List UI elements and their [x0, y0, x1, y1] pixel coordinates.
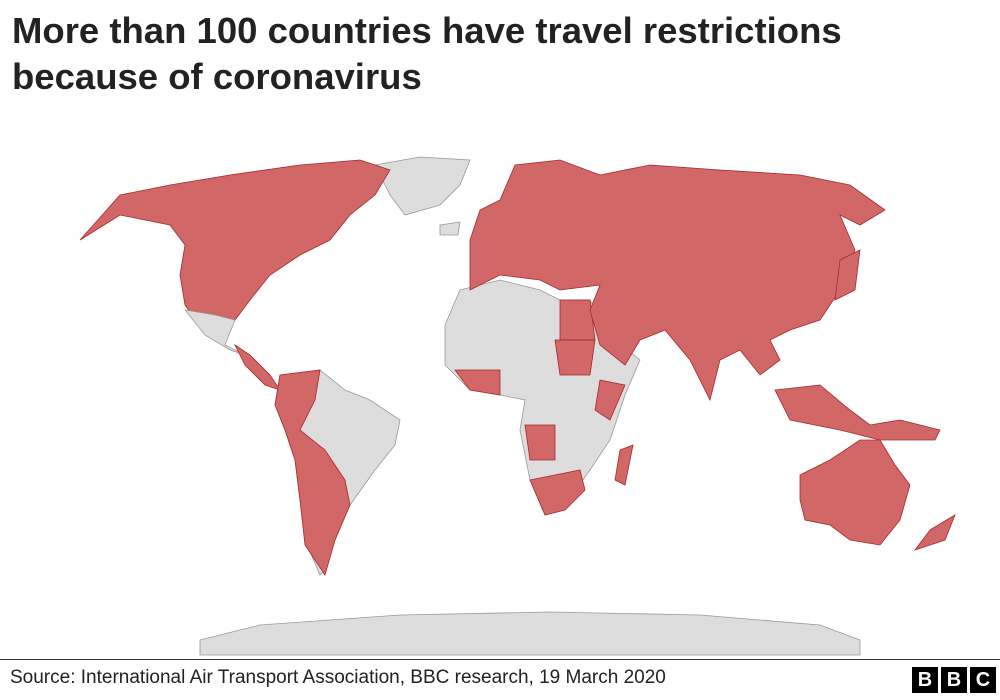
- japan: [834, 249, 861, 301]
- east-africa: [594, 379, 626, 421]
- central-america: [233, 343, 281, 391]
- sudan: [554, 339, 596, 376]
- mexico: [184, 309, 246, 356]
- antarctica: [199, 611, 861, 656]
- south-america-west: [274, 369, 351, 576]
- new-zealand: [913, 514, 956, 551]
- australia: [799, 439, 911, 546]
- eurasia: [469, 159, 886, 402]
- bbc-logo: B B C: [912, 667, 996, 693]
- logo-letter: B: [912, 667, 938, 693]
- iceland: [439, 221, 461, 236]
- north-america: [79, 159, 391, 321]
- source: Source: International Air Transport Asso…: [10, 667, 666, 688]
- egypt: [559, 299, 596, 341]
- madagascar: [614, 444, 634, 486]
- angola: [524, 424, 556, 461]
- logo-letter: C: [970, 667, 996, 693]
- southeast-asia-islands: [774, 384, 941, 441]
- logo-letter: B: [941, 667, 967, 693]
- greenland: [374, 156, 471, 216]
- title: More than 100 countries have travel rest…: [12, 10, 842, 97]
- footer-rule: [0, 659, 1000, 660]
- south-africa: [529, 469, 586, 516]
- west-africa: [454, 369, 501, 396]
